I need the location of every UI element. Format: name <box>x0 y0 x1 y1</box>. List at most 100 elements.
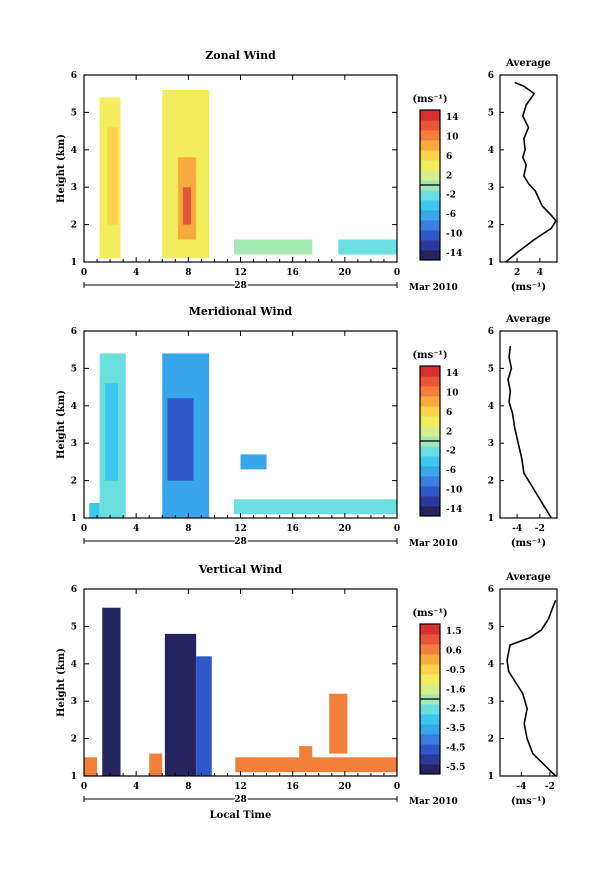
y-tick-label: 2 <box>71 735 77 745</box>
heatmap-cell <box>104 383 118 481</box>
colorbar-tick-label: 14 <box>446 369 459 379</box>
colorbar-swatch <box>420 426 440 437</box>
colorbar-swatch <box>420 416 440 427</box>
panel-title: Zonal Wind <box>205 49 276 62</box>
y-axis-label: Height (km) <box>56 390 67 459</box>
y-axis-label: Height (km) <box>56 648 67 717</box>
x-tick-label: 12 <box>234 268 247 278</box>
colorbar-swatch <box>420 160 440 171</box>
avg-y-tick-label: 3 <box>488 183 494 193</box>
date-day: 28 <box>234 537 247 547</box>
y-tick-label: 2 <box>71 477 77 487</box>
average-frame <box>499 588 558 777</box>
date-month: Mar 2010 <box>409 797 458 807</box>
average-unit: (ms⁻¹) <box>511 796 546 807</box>
avg-y-tick-label: 5 <box>488 108 494 118</box>
y-tick-label: 2 <box>71 221 77 231</box>
heatmap <box>89 353 397 518</box>
colorbar-swatch <box>420 496 440 507</box>
colorbar-swatch <box>420 140 440 151</box>
colorbar-swatch <box>420 744 440 755</box>
x-tick-label: 16 <box>286 524 299 534</box>
x-tick-label: 0 <box>394 782 400 792</box>
y-tick-label: 1 <box>71 514 77 524</box>
colorbar-tick-label: -14 <box>446 505 462 515</box>
colorbar-swatch <box>420 754 440 765</box>
plot-frame <box>83 588 398 777</box>
colorbar-tick-label: 1.5 <box>446 627 462 637</box>
avg-x-tick-label: -2 <box>535 524 545 534</box>
avg-y-tick-label: 2 <box>488 735 494 745</box>
y-axis-label: Height (km) <box>56 134 67 203</box>
average-line <box>505 81 557 263</box>
colorbar-tick-label: 10 <box>446 388 459 398</box>
colorbar-swatch <box>420 724 440 735</box>
heatmap <box>84 607 397 776</box>
colorbar-unit: (ms⁻¹) <box>412 350 447 361</box>
colorbar-swatch <box>420 466 440 477</box>
colorbar: 1.5 0.6 -0.5 -1.6 -2.5 -3.5 -4.5 -5.5 <box>419 623 465 775</box>
x-tick-label: 0 <box>81 268 87 278</box>
avg-y-tick-label: 1 <box>488 258 494 268</box>
heatmap-cell <box>233 239 313 255</box>
colorbar-swatch <box>420 446 440 457</box>
colorbar-tick-label: 6 <box>446 152 452 162</box>
colorbar-swatch <box>420 240 440 251</box>
heatmap-cell <box>235 757 397 773</box>
y-tick-label: 1 <box>71 258 77 268</box>
colorbar-swatch <box>420 230 440 241</box>
colorbar-swatch <box>420 376 440 387</box>
x-tick-label: 16 <box>286 782 299 792</box>
colorbar-swatch <box>420 506 440 517</box>
colorbar-unit: (ms⁻¹) <box>412 94 447 105</box>
colorbar-swatch <box>420 634 440 645</box>
colorbar: 14 10 6 2 -2 -6 -10 -14 <box>419 365 462 517</box>
date-month: Mar 2010 <box>409 539 458 549</box>
average-frame <box>499 74 558 263</box>
avg-y-tick-label: 5 <box>488 622 494 632</box>
colorbar-swatch <box>420 674 440 685</box>
avg-y-tick-label: 1 <box>488 772 494 782</box>
colorbar-tick-label: -6 <box>446 210 456 220</box>
colorbar-swatch <box>420 366 440 377</box>
avg-y-tick-label: 5 <box>488 364 494 374</box>
y-tick-label: 3 <box>71 439 77 449</box>
avg-x-tick-label: -2 <box>545 782 555 792</box>
avg-x-tick-label: 4 <box>537 268 543 278</box>
colorbar-tick-label: 14 <box>446 113 459 123</box>
colorbar-swatch <box>420 190 440 201</box>
x-tick-label: 12 <box>234 782 247 792</box>
colorbar-swatch <box>420 764 440 775</box>
avg-x-tick-label: 2 <box>514 268 520 278</box>
colorbar-tick-label: -3.5 <box>446 724 465 734</box>
y-tick-label: 4 <box>71 660 77 670</box>
y-tick-label: 6 <box>71 71 77 81</box>
colorbar-swatch <box>420 734 440 745</box>
colorbar-tick-label: -2.5 <box>446 705 465 715</box>
x-tick-label: 8 <box>185 268 191 278</box>
average-line <box>506 599 557 777</box>
x-tick-label: 0 <box>394 524 400 534</box>
colorbar-swatch <box>420 120 440 131</box>
colorbar-swatch <box>420 250 440 261</box>
y-tick-label: 3 <box>71 697 77 707</box>
colorbar-tick-label: 10 <box>446 132 459 142</box>
avg-y-tick-label: 3 <box>488 697 494 707</box>
colorbar-unit: (ms⁻¹) <box>412 608 447 619</box>
average-title: Average <box>505 58 551 69</box>
average-unit: (ms⁻¹) <box>511 282 546 293</box>
colorbar: 14 10 6 2 -2 -6 -10 -14 <box>419 109 462 261</box>
average-unit: (ms⁻¹) <box>511 538 546 549</box>
colorbar-tick-label: -6 <box>446 466 456 476</box>
date-month: Mar 2010 <box>409 283 458 293</box>
colorbar-tick-label: -4.5 <box>446 744 465 754</box>
colorbar-swatch <box>420 386 440 397</box>
colorbar-tick-label: 2 <box>446 427 452 437</box>
colorbar-swatch <box>420 476 440 487</box>
x-tick-label: 8 <box>185 782 191 792</box>
avg-y-tick-label: 1 <box>488 514 494 524</box>
colorbar-swatch <box>420 406 440 417</box>
